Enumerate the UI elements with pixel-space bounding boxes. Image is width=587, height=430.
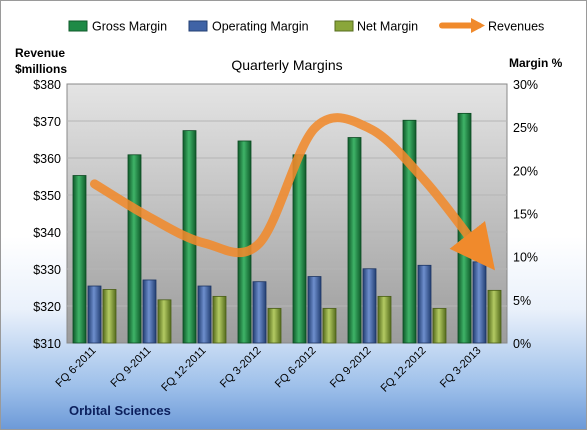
bar-net-margin bbox=[432, 308, 447, 344]
bar-gross-margin bbox=[402, 119, 417, 344]
bar-net-margin bbox=[322, 308, 337, 344]
bar-operating-margin bbox=[417, 264, 432, 344]
bar-operating-margin bbox=[142, 279, 157, 344]
bar-gross-margin bbox=[237, 140, 252, 344]
legend-label-net-margin: Net Margin bbox=[357, 20, 418, 34]
bar-gross-margin bbox=[72, 175, 87, 344]
revenue-trend bbox=[90, 113, 496, 271]
left-tick-label: $340 bbox=[33, 226, 61, 240]
bar-operating-margin bbox=[252, 281, 267, 344]
bar-net-margin bbox=[157, 299, 172, 344]
bar-net-margin bbox=[267, 308, 282, 344]
x-tick-label: FQ 3-2012 bbox=[218, 345, 264, 391]
company-name: Orbital Sciences bbox=[69, 403, 171, 418]
bar-series bbox=[72, 112, 502, 344]
bar-operating-margin bbox=[197, 285, 212, 344]
left-tick-label: $350 bbox=[33, 189, 61, 203]
left-axis-label-line2: $millions bbox=[15, 62, 67, 76]
right-tick-label: 5% bbox=[513, 294, 531, 308]
bar-operating-margin bbox=[362, 268, 377, 344]
right-tick-label: 10% bbox=[513, 251, 538, 265]
legend: Gross Margin Operating Margin Net Margin… bbox=[68, 18, 544, 34]
x-tick-label: FQ 6-2011 bbox=[54, 345, 99, 390]
bar-net-margin bbox=[487, 289, 502, 344]
bar-gross-margin bbox=[347, 137, 362, 344]
legend-swatch-net-margin bbox=[334, 20, 354, 32]
x-tick-label: FQ 6-2012 bbox=[273, 345, 319, 391]
bar-operating-margin bbox=[307, 276, 322, 344]
x-tick-label: FQ 9-2011 bbox=[109, 345, 154, 390]
right-tick-label: 25% bbox=[513, 121, 538, 135]
x-tick-label: FQ 12-2011 bbox=[159, 345, 208, 394]
legend-label-gross-margin: Gross Margin bbox=[92, 20, 167, 34]
bar-gross-margin bbox=[127, 154, 142, 344]
bar-net-margin bbox=[377, 295, 392, 344]
right-tick-label: 30% bbox=[513, 78, 538, 92]
legend-arrow-revenues bbox=[471, 18, 485, 33]
x-tick-label: FQ 12-2012 bbox=[379, 345, 429, 395]
bar-net-margin bbox=[102, 289, 117, 344]
right-tick-label: 0% bbox=[513, 337, 531, 351]
bar-gross-margin bbox=[292, 154, 307, 344]
left-tick-label: $330 bbox=[33, 263, 61, 277]
x-axis-ticks: FQ 6-2011 FQ 9-2011 FQ 12-2011 FQ 3-2012 FQ … bbox=[54, 345, 484, 395]
chart-title: Quarterly Margins bbox=[231, 57, 342, 73]
left-tick-label: $310 bbox=[33, 337, 61, 351]
left-tick-label: $380 bbox=[33, 78, 61, 92]
legend-swatch-operating-margin bbox=[188, 20, 208, 32]
left-axis-label-line1: Revenue bbox=[15, 46, 65, 60]
right-axis-ticks: 0% 5% 10% 15% 20% 25% 30% bbox=[513, 78, 538, 351]
left-tick-label: $320 bbox=[33, 300, 61, 314]
bar-net-margin bbox=[212, 295, 227, 344]
legend-label-operating-margin: Operating Margin bbox=[212, 20, 309, 34]
revenue-trend-arrow bbox=[90, 113, 496, 271]
x-tick-label: FQ 3-2013 bbox=[438, 345, 484, 391]
left-tick-label: $370 bbox=[33, 115, 61, 129]
right-tick-label: 15% bbox=[513, 208, 538, 222]
right-axis-label: Margin % bbox=[509, 56, 563, 70]
left-axis-ticks: $310 $320 $330 $340 $350 $360 $370 $380 bbox=[33, 78, 61, 351]
left-tick-label: $360 bbox=[33, 152, 61, 166]
bar-operating-margin bbox=[472, 261, 487, 344]
bar-operating-margin bbox=[87, 285, 102, 344]
right-tick-label: 20% bbox=[513, 164, 538, 178]
legend-label-revenues: Revenues bbox=[488, 20, 544, 34]
x-tick-label: FQ 9-2012 bbox=[328, 345, 374, 391]
legend-swatch-gross-margin bbox=[68, 20, 88, 32]
